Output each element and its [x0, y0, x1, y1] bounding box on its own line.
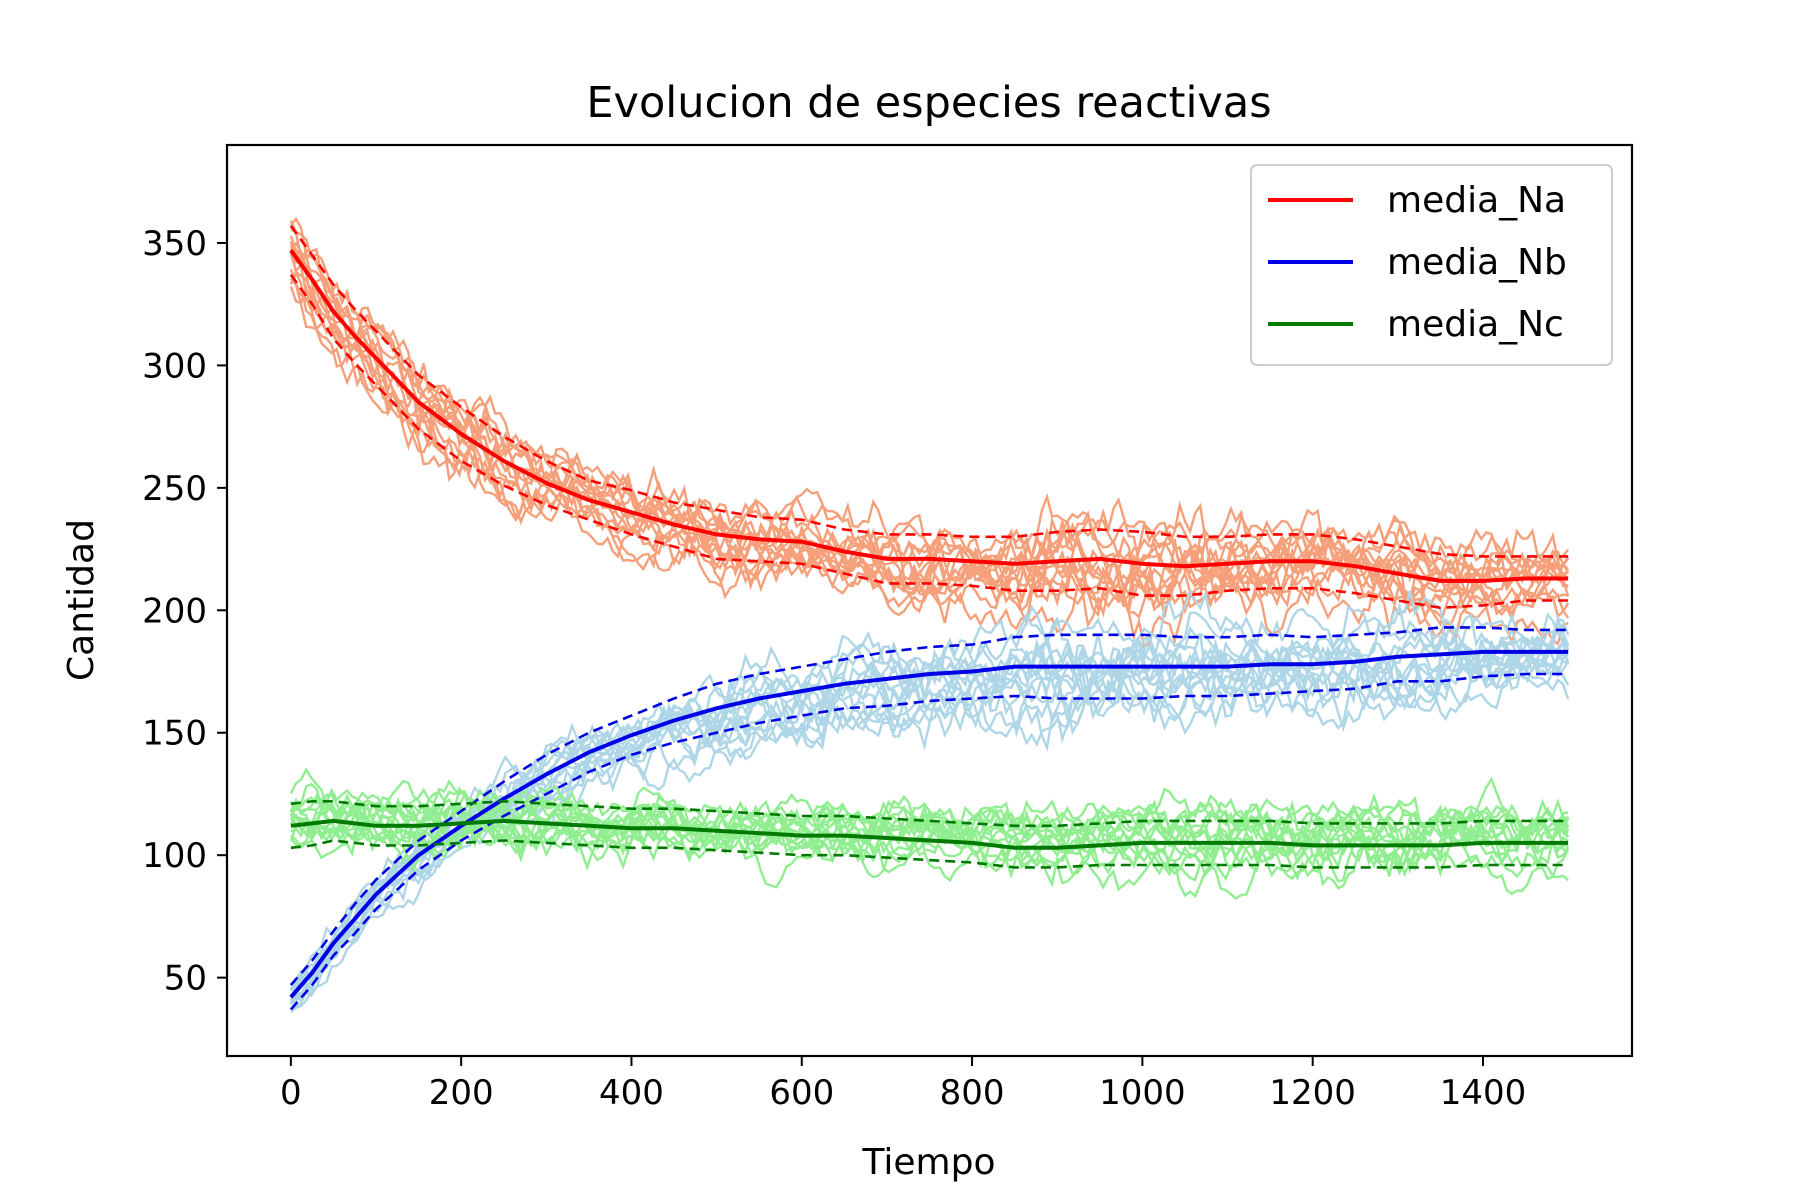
y-tick-label: 200	[142, 591, 207, 631]
mean-line	[289, 249, 1569, 583]
lower-band-line	[289, 274, 1569, 610]
lower-band-line	[290, 839, 1569, 869]
realization-line	[290, 616, 1569, 1001]
realization-line	[289, 805, 1569, 890]
plot-area	[289, 216, 1570, 1013]
realization-line	[289, 786, 1570, 873]
realization-line	[289, 216, 1569, 592]
x-tick-label: 200	[429, 1073, 494, 1113]
x-tick-label: 600	[769, 1073, 834, 1113]
legend: media_Na media_Nb media_Nc	[1250, 164, 1613, 366]
upper-band-line	[289, 626, 1569, 986]
realizations-media_Na	[289, 216, 1570, 649]
realization-line	[289, 283, 1570, 641]
series-media_Nc	[290, 799, 1569, 869]
x-tick-label: 1200	[1269, 1073, 1356, 1113]
y-axis-label: Cantidad	[61, 519, 102, 681]
mean-line	[290, 818, 1569, 850]
chart-title: Evolucion de especies reactivas	[586, 78, 1271, 128]
y-tick-label: 250	[142, 469, 207, 509]
legend-label-media-nb: media_Nb	[1387, 242, 1567, 283]
y-axis: 50 100 150 200 250 300 350	[142, 224, 227, 999]
legend-label-media-na: media_Na	[1387, 180, 1566, 221]
lower-band-line	[289, 672, 1569, 1011]
x-tick-label: 1000	[1099, 1073, 1186, 1113]
x-tick-label: 400	[599, 1073, 664, 1113]
series-media_Na	[289, 225, 1569, 610]
mean-line	[289, 649, 1569, 999]
realization-line	[289, 268, 1570, 627]
axes-frame	[225, 143, 1634, 1058]
realization-line	[289, 818, 1569, 901]
realization-line	[290, 245, 1569, 603]
y-tick-label: 100	[142, 836, 207, 876]
realization-line	[289, 632, 1570, 999]
x-axis-label: Tiempo	[862, 1142, 996, 1183]
y-tick-label: 150	[142, 714, 207, 754]
upper-band-line	[290, 799, 1569, 828]
y-tick-label: 300	[142, 346, 207, 386]
upper-band-line	[289, 225, 1569, 558]
x-tick-label: 800	[940, 1073, 1005, 1113]
realization-line	[289, 767, 1570, 878]
x-tick-label: 0	[280, 1073, 302, 1113]
y-tick-label: 50	[164, 959, 207, 999]
realization-line	[289, 277, 1569, 649]
x-tick-label: 1400	[1440, 1073, 1527, 1113]
legend-box	[1250, 164, 1613, 366]
y-tick-label: 350	[142, 224, 207, 264]
series-media_Nb	[289, 626, 1569, 1011]
x-axis: 0 200 400 600 800 1000 1200 1400	[280, 1056, 1526, 1113]
legend-label-media-nc: media_Nc	[1387, 304, 1564, 345]
